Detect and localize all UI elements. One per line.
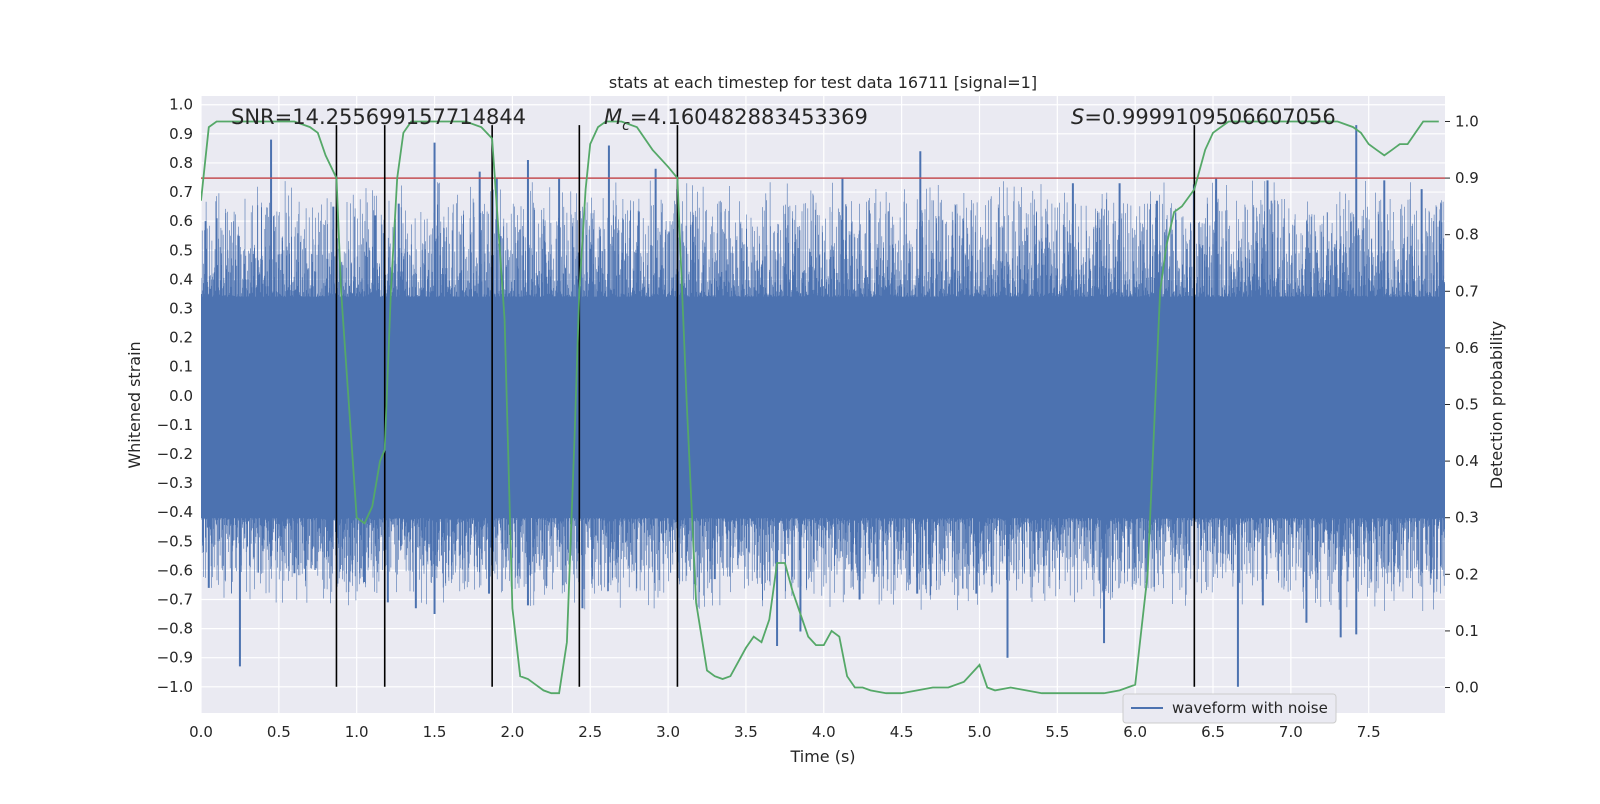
y-tick-label: −0.5 [157, 532, 193, 550]
y-tick-label: 0.8 [169, 154, 193, 172]
y2-tick-label: 0.2 [1455, 565, 1479, 583]
y2-tick-label: 0.4 [1455, 452, 1479, 470]
chirp-mass-subscript: c [622, 118, 630, 134]
y-tick-label: −0.3 [157, 474, 193, 492]
x-tick-label: 3.5 [734, 723, 758, 741]
x-tick-label: 6.5 [1201, 723, 1225, 741]
y2-tick-label: 0.8 [1455, 226, 1479, 244]
x-tick-label: 0.5 [267, 723, 291, 741]
x-axis-label: Time (s) [789, 747, 855, 766]
vline-group [335, 125, 1196, 687]
x-tick-label: 5.0 [968, 723, 992, 741]
y-tick-label: −0.9 [157, 649, 193, 667]
y2-tick-label: 0.5 [1455, 396, 1479, 414]
x-ticks: 0.0 0.5 1.0 1.5 2.0 2.5 3.0 3.5 4.0 4.5 5.0 5.5 6.0 6… [189, 723, 1381, 741]
chirp-mass-annotation: Mc=4.160482883453369 [604, 105, 868, 134]
legend-label: waveform with noise [1172, 699, 1328, 717]
y-tick-label: 0.9 [169, 125, 193, 143]
x-tick-label: 0.0 [189, 723, 213, 741]
legend: waveform with noise [1122, 693, 1337, 724]
probability-series [201, 120, 1439, 695]
x-tick-label: 5.5 [1045, 723, 1069, 741]
statistic-symbol: S [1071, 105, 1084, 129]
statistic-annotation: S=0.9999109506607056 [1071, 105, 1336, 129]
statistic-value: =0.9999109506607056 [1084, 105, 1335, 129]
y-ticks: 1.0 0.9 0.8 0.7 0.6 0.5 0.4 0.3 0.2 0.1 0.0 −0.1 −0.… [157, 96, 193, 696]
y2-tick-label: 0.3 [1455, 509, 1479, 527]
y-tick-label: 0.6 [169, 212, 193, 230]
x-tick-label: 3.0 [656, 723, 680, 741]
waveform-series [201, 125, 1445, 687]
y-tick-label: 0.4 [169, 270, 193, 288]
x-tick-label: 1.0 [345, 723, 369, 741]
y-tick-label: −0.7 [157, 590, 193, 608]
y-tick-label: 0.0 [169, 387, 193, 405]
y-tick-label: 0.2 [169, 329, 193, 347]
x-tick-label: 6.0 [1123, 723, 1147, 741]
y-tick-label: −0.1 [157, 416, 193, 434]
x-tick-label: 7.0 [1279, 723, 1303, 741]
y2-tick-label: 0.1 [1455, 622, 1479, 640]
snr-annotation: SNR=14.255699157714844 [231, 105, 526, 129]
x-tick-label: 4.5 [890, 723, 914, 741]
y-tick-label: 1.0 [169, 96, 193, 114]
chirp-mass-symbol: M [604, 105, 622, 129]
y-tick-label: 0.5 [169, 241, 193, 259]
y2-tick-label: 0.7 [1455, 282, 1479, 300]
plot-area [201, 120, 1445, 695]
y2-tick-label: 0.6 [1455, 339, 1479, 357]
y2-tick-label: 0.9 [1455, 169, 1479, 187]
y-tick-label: −0.2 [157, 445, 193, 463]
y-axis-label: Whitened strain [125, 341, 144, 468]
x-tick-label: 2.5 [578, 723, 602, 741]
y2-ticks: 1.0 0.9 0.8 0.7 0.6 0.5 0.4 0.3 0.2 0.1 0.0 [1445, 112, 1479, 697]
x-tick-label: 7.5 [1357, 723, 1381, 741]
y-tick-label: −1.0 [157, 678, 193, 696]
y-tick-label: −0.4 [157, 503, 193, 521]
x-tick-label: 1.5 [423, 723, 447, 741]
y2-axis-label: Detection probability [1487, 321, 1506, 489]
probability-line [201, 120, 1439, 695]
y-tick-label: 0.1 [169, 358, 193, 376]
x-tick-label: 2.0 [500, 723, 524, 741]
y-tick-label: 0.3 [169, 299, 193, 317]
y2-tick-label: 0.0 [1455, 679, 1479, 697]
x-tick-label: 4.0 [812, 723, 836, 741]
legend-box [1122, 693, 1337, 724]
y-tick-label: 0.7 [169, 183, 193, 201]
chart-title: stats at each timestep for test data 167… [609, 73, 1037, 92]
chirp-mass-value: =4.160482883453369 [630, 105, 868, 129]
y-tick-label: −0.8 [157, 620, 193, 638]
y2-tick-label: 1.0 [1455, 112, 1479, 130]
y-tick-label: −0.6 [157, 561, 193, 579]
